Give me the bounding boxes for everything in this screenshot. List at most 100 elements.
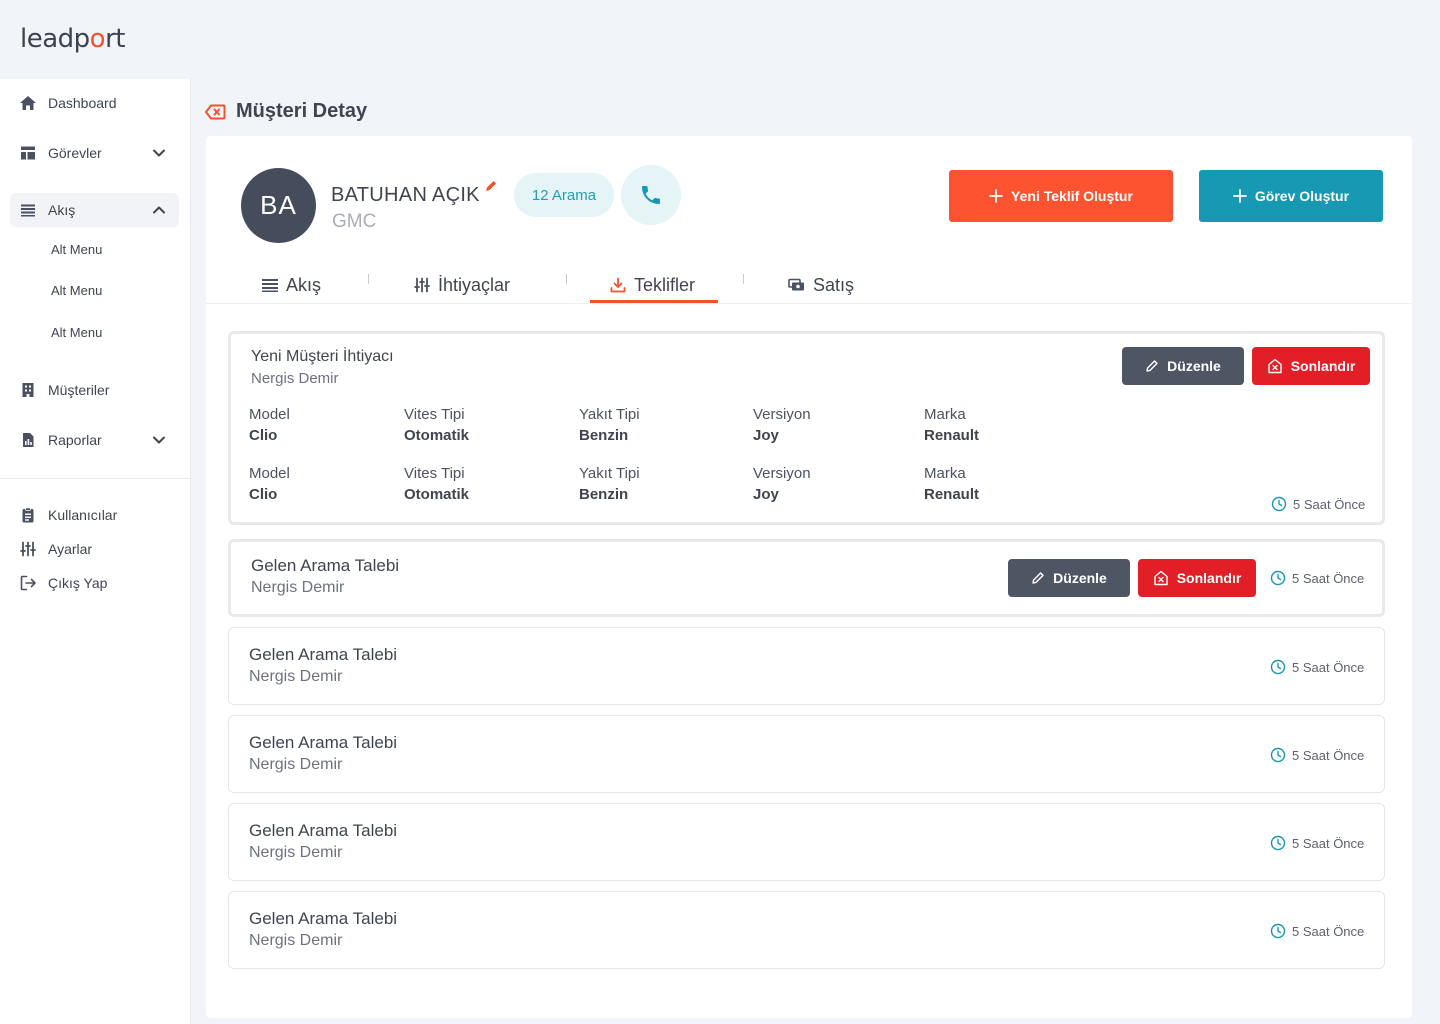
pencil-icon: [1032, 572, 1044, 584]
sidebar-item-label: Görevler: [48, 145, 102, 161]
close-lead-button[interactable]: Sonlandır: [1138, 559, 1256, 597]
spec-value: Joy: [753, 427, 779, 444]
spec-label: Vites Tipi: [404, 406, 465, 423]
tab-satis[interactable]: Satış: [788, 266, 854, 304]
item-person: Nergis Demir: [251, 370, 339, 387]
back-delete-icon[interactable]: [205, 104, 226, 120]
call-button[interactable]: [621, 165, 681, 225]
spec-value: Benzin: [579, 486, 629, 503]
close-lead-label: Sonlandır: [1176, 570, 1242, 586]
spec-value: Otomatik: [404, 427, 470, 444]
close-house-icon: [1268, 358, 1282, 374]
edit-label: Düzenle: [1167, 358, 1221, 374]
spec-label: Versiyon: [753, 465, 811, 482]
item-title: Gelen Arama Talebi: [249, 821, 398, 840]
chevron-down-icon: [153, 149, 165, 157]
item-person: Nergis Demir: [249, 756, 343, 773]
phone-icon: [642, 186, 660, 204]
list-icon: [262, 279, 278, 292]
tabs-divider: [206, 303, 1412, 304]
list-item[interactable]: Yeni Müşteri İhtiyacı Nergis Demir Düzen…: [228, 331, 1385, 525]
spec-label: Marka: [924, 406, 966, 423]
tab-separator: [743, 274, 744, 284]
tab-separator: [566, 274, 567, 284]
list-item[interactable]: Gelen Arama Talebi Nergis Demir 5 Saat Ö…: [228, 803, 1385, 881]
new-task-button[interactable]: Görev Oluştur: [1199, 170, 1383, 222]
money-icon: [788, 278, 804, 291]
list-item[interactable]: Gelen Arama Talebi Nergis Demir 5 Saat Ö…: [228, 891, 1385, 969]
sidebar-subitem[interactable]: Alt Menu: [51, 325, 103, 340]
time-label: 5 Saat Önce: [1292, 747, 1365, 763]
item-time: 5 Saat Önce: [1270, 835, 1364, 851]
close-house-icon: [1154, 570, 1168, 586]
item-person: Nergis Demir: [251, 579, 345, 596]
edit-button[interactable]: Düzenle: [1122, 347, 1244, 385]
item-time: 5 Saat Önce: [1270, 570, 1364, 586]
tab-ihtiyaclar[interactable]: İhtiyaçlar: [414, 266, 510, 304]
item-title: Gelen Arama Talebi: [249, 909, 398, 928]
plus-icon: [989, 189, 1003, 203]
sidebar-item-raporlar[interactable]: Raporlar: [10, 423, 179, 457]
list-item[interactable]: Gelen Arama Talebi Nergis Demir 5 Saat Ö…: [228, 627, 1385, 705]
customer-name: BATUHAN AÇIK: [331, 184, 480, 206]
sidebar-item-ayarlar[interactable]: Ayarlar: [10, 532, 179, 566]
sidebar-item-gorevler[interactable]: Görevler: [10, 136, 179, 170]
time-label: 5 Saat Önce: [1292, 659, 1365, 675]
active-tab-indicator: [590, 300, 718, 303]
list-icon: [19, 201, 37, 219]
customer-detail-card: BA BATUHAN AÇIK GMC 12 Arama Yeni Teklif…: [206, 136, 1412, 1018]
time-label: 5 Saat Önce: [1293, 496, 1366, 512]
item-title: Gelen Arama Talebi: [251, 556, 400, 575]
tab-teklifler[interactable]: Teklifler: [610, 266, 695, 304]
spec-label: Versiyon: [753, 406, 811, 423]
report-icon: [19, 431, 37, 449]
sidebar-item-kullanicilar[interactable]: Kullanıcılar: [10, 498, 179, 532]
list-item[interactable]: Gelen Arama Talebi Nergis Demir 5 Saat Ö…: [228, 715, 1385, 793]
new-offer-button[interactable]: Yeni Teklif Oluştur: [949, 170, 1173, 222]
clock-icon: [1270, 835, 1286, 851]
sidebar-subitem[interactable]: Alt Menu: [51, 283, 103, 298]
clock-icon: [1270, 747, 1286, 763]
item-time: 5 Saat Önce: [1270, 659, 1364, 675]
sidebar-subitem[interactable]: Alt Menu: [51, 242, 103, 257]
clipboard-icon: [19, 506, 37, 524]
spec-value: Clio: [249, 427, 278, 444]
clock-icon: [1270, 570, 1286, 586]
clock-icon: [1270, 923, 1286, 939]
spec-label: Model: [249, 406, 290, 423]
sidebar-item-cikis[interactable]: Çıkış Yap: [10, 566, 179, 600]
avatar: BA: [241, 168, 316, 243]
customer-company: GMC: [332, 211, 377, 232]
spec-label: Yakıt Tipi: [579, 465, 640, 482]
tab-akis[interactable]: Akış: [262, 266, 321, 304]
layout-icon: [19, 144, 37, 162]
sidebar-item-dashboard[interactable]: Dashboard: [10, 86, 179, 120]
sidebar: Dashboard Görevler Akış Alt Menu Alt Men…: [0, 79, 191, 1024]
chevron-up-icon: [153, 206, 165, 214]
item-title: Gelen Arama Talebi: [249, 733, 398, 752]
building-icon: [19, 381, 37, 399]
sidebar-item-akis[interactable]: Akış: [10, 193, 179, 227]
spec-label: Marka: [924, 465, 966, 482]
edit-pencil-icon[interactable]: [484, 179, 498, 193]
tab-label: Akış: [286, 274, 322, 295]
time-label: 5 Saat Önce: [1292, 923, 1365, 939]
sliders-icon: [19, 540, 37, 558]
close-lead-button[interactable]: Sonlandır: [1252, 347, 1370, 385]
spec-value: Renault: [924, 486, 980, 503]
brand-logo[interactable]: leadport: [20, 24, 125, 54]
time-label: 5 Saat Önce: [1292, 835, 1365, 851]
item-time: 5 Saat Önce: [1270, 747, 1364, 763]
list-item[interactable]: Gelen Arama Talebi Nergis Demir Düzenle …: [228, 539, 1385, 617]
sidebar-item-label: Dashboard: [48, 95, 117, 111]
spec-value: Joy: [753, 486, 779, 503]
spec-label: Model: [249, 465, 290, 482]
tab-label: İhtiyaçlar: [438, 274, 511, 295]
edit-button[interactable]: Düzenle: [1008, 559, 1130, 597]
brand-logo-accent: o: [89, 24, 106, 54]
page-title-row: Müşteri Detay: [205, 100, 367, 123]
item-person: Nergis Demir: [249, 932, 343, 949]
sidebar-item-musteriler[interactable]: Müşteriler: [10, 373, 179, 407]
item-person: Nergis Demir: [249, 844, 343, 861]
close-lead-label: Sonlandır: [1290, 358, 1356, 374]
